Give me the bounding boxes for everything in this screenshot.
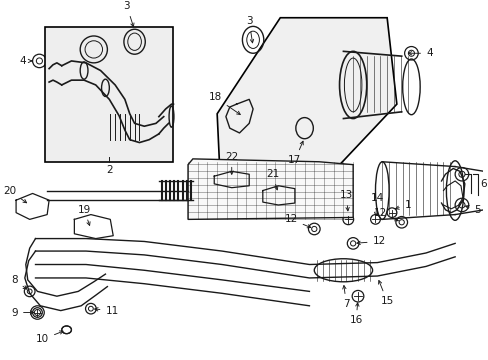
Text: 3: 3 (123, 1, 134, 27)
Text: 15: 15 (378, 280, 393, 306)
Text: 14: 14 (370, 193, 383, 216)
Text: 17: 17 (287, 141, 303, 165)
Text: 10: 10 (36, 331, 63, 345)
Text: 21: 21 (265, 169, 279, 190)
Text: 7: 7 (342, 285, 349, 309)
Text: 12: 12 (373, 208, 397, 221)
Text: 2: 2 (106, 165, 112, 175)
Text: 12: 12 (284, 214, 310, 228)
Polygon shape (187, 159, 352, 219)
Text: 5: 5 (465, 205, 480, 215)
Text: 6: 6 (479, 179, 486, 189)
Bar (46, 28, 172, 161)
Text: 4: 4 (407, 48, 432, 58)
Text: 16: 16 (349, 303, 362, 325)
Text: 20: 20 (3, 185, 26, 203)
Text: 19: 19 (77, 204, 90, 225)
Text: 13: 13 (339, 190, 352, 211)
Text: 9: 9 (11, 307, 34, 318)
Bar (45, 27, 173, 162)
Text: 22: 22 (224, 152, 238, 174)
Text: 11: 11 (95, 306, 119, 316)
Polygon shape (217, 18, 396, 176)
Text: 1: 1 (395, 200, 410, 210)
Text: 18: 18 (208, 93, 240, 114)
Text: 3: 3 (245, 16, 253, 43)
Text: 4: 4 (19, 56, 32, 66)
Text: 12: 12 (356, 237, 385, 247)
Text: 8: 8 (11, 275, 27, 289)
